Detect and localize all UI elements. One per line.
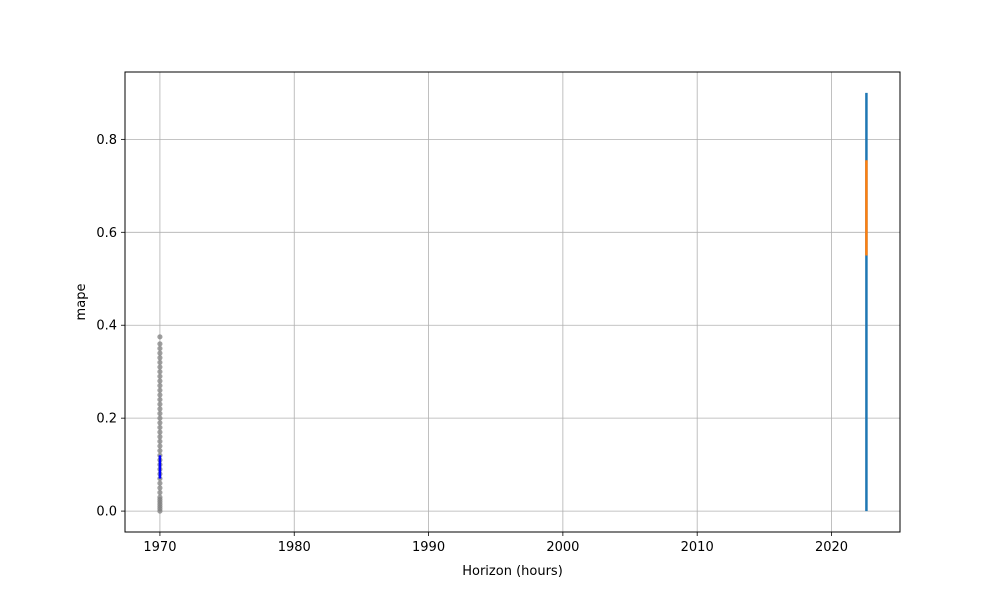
data-point [157,410,163,417]
data-point [157,345,163,352]
data-series [157,92,868,514]
data-point [157,401,163,407]
data-point [157,406,163,412]
data-point [157,392,163,398]
data-point [157,387,163,393]
data-point [157,420,163,426]
data-point [157,355,163,361]
x-tick-label: 1980 [278,540,311,555]
data-point [157,443,163,449]
y-tick-label: 0.2 [96,412,117,427]
plot-frame [124,71,901,533]
x-axis-label: Horizon (hours) [462,564,563,579]
data-point [157,429,163,435]
data-point [157,334,163,340]
x-tick-label: 1990 [412,540,445,555]
y-axis-ticks: 0.0 0.2 0.4 0.6 0.8 [96,133,125,520]
data-point [157,434,163,440]
data-point [157,378,163,384]
x-tick-label: 2000 [546,540,579,555]
x-tick-label: 2020 [815,540,848,555]
y-tick-label: 0.4 [96,319,117,334]
x-axis-ticks: 1970 1980 1990 2000 2010 2020 [143,532,848,555]
data-point [157,424,163,431]
data-point [157,359,163,366]
y-axis-label: mape [74,284,89,321]
data-point [157,448,163,454]
data-point [157,341,163,347]
grid-lines [125,72,900,532]
x-tick-label: 2010 [681,540,714,555]
x-tick-label: 1970 [143,540,176,555]
y-tick-label: 0.8 [96,133,117,148]
data-point [157,415,163,421]
data-point [157,383,163,389]
data-point [157,364,163,370]
data-point [157,494,163,500]
y-tick-label: 0.0 [96,505,117,520]
data-point [157,373,163,379]
data-point [157,489,163,496]
data-point [157,480,163,486]
data-point [157,485,163,491]
y-tick-label: 0.6 [96,226,117,241]
plot-area [125,72,900,532]
data-point [157,438,163,444]
data-point [157,396,163,403]
data-point [157,369,163,375]
data-point [157,350,163,356]
